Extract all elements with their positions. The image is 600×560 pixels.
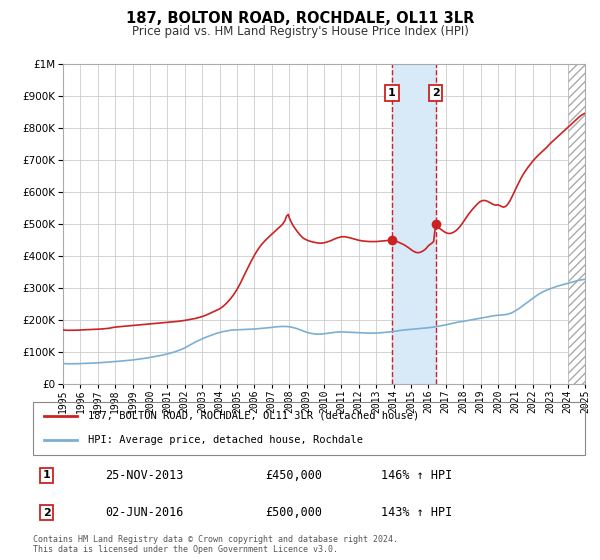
Bar: [392, 64, 436, 384]
Text: 143% ↑ HPI: 143% ↑ HPI: [381, 506, 452, 519]
Text: £500,000: £500,000: [265, 506, 322, 519]
Text: 2: 2: [43, 508, 50, 518]
Text: £450,000: £450,000: [265, 469, 322, 482]
Text: Price paid vs. HM Land Registry's House Price Index (HPI): Price paid vs. HM Land Registry's House …: [131, 25, 469, 38]
Text: Contains HM Land Registry data © Crown copyright and database right 2024.
This d: Contains HM Land Registry data © Crown c…: [33, 535, 398, 554]
Text: 25-NOV-2013: 25-NOV-2013: [105, 469, 183, 482]
Text: 1: 1: [388, 88, 396, 98]
Bar: [568, 64, 585, 384]
Text: 187, BOLTON ROAD, ROCHDALE, OL11 3LR: 187, BOLTON ROAD, ROCHDALE, OL11 3LR: [126, 11, 474, 26]
Text: 146% ↑ HPI: 146% ↑ HPI: [381, 469, 452, 482]
Text: 187, BOLTON ROAD, ROCHDALE, OL11 3LR (detached house): 187, BOLTON ROAD, ROCHDALE, OL11 3LR (de…: [88, 411, 419, 421]
Bar: [568, 64, 585, 384]
Text: 1: 1: [43, 470, 50, 480]
Text: 2: 2: [432, 88, 440, 98]
Text: HPI: Average price, detached house, Rochdale: HPI: Average price, detached house, Roch…: [88, 435, 363, 445]
Text: 02-JUN-2016: 02-JUN-2016: [105, 506, 183, 519]
